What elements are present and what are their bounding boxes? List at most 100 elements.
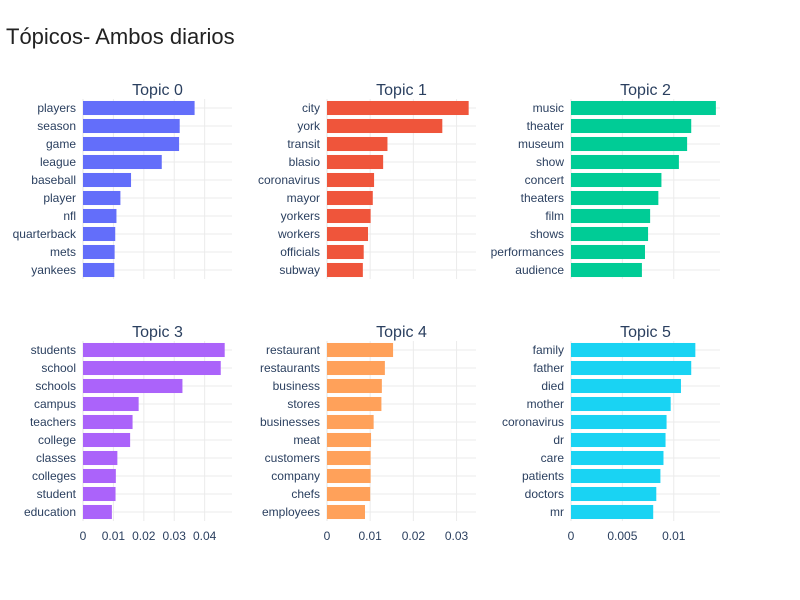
subplot-topic-2: Topic 2 music theater museum show concert thea… xyxy=(491,82,720,279)
category-label: yankees xyxy=(31,263,76,277)
page-title: Tópicos- Ambos diarios xyxy=(6,24,235,49)
category-label: patients xyxy=(522,469,564,483)
category-label: dr xyxy=(553,433,564,447)
category-label: mets xyxy=(50,245,76,259)
bar-restaurant xyxy=(327,342,394,358)
bar-season xyxy=(83,118,180,134)
bar-customers xyxy=(327,450,371,466)
category-label: family xyxy=(533,343,564,357)
bar-campus xyxy=(83,396,139,412)
x-tick-label: 0.01 xyxy=(662,529,686,543)
category-label: yorkers xyxy=(281,209,320,223)
x-tick-label: 0 xyxy=(568,529,575,543)
bar-league xyxy=(83,154,162,170)
subplot-title: Topic 2 xyxy=(620,82,671,99)
bar-student xyxy=(83,486,116,502)
bar-performances xyxy=(571,244,645,260)
category-label: york xyxy=(297,119,321,133)
bar-teachers xyxy=(83,414,133,430)
category-label: schools xyxy=(35,379,76,393)
bar-workers xyxy=(327,226,369,242)
bar-classes xyxy=(83,450,118,466)
subplot-topic-0: Topic 0 players season game league baseball pl… xyxy=(13,82,232,279)
category-label: care xyxy=(541,451,565,465)
bar-city xyxy=(327,100,469,116)
category-label: stores xyxy=(287,397,320,411)
bar-employees xyxy=(327,504,366,520)
bar-school xyxy=(83,360,221,376)
bar-york xyxy=(327,118,443,134)
x-tick-label: 0 xyxy=(324,529,331,543)
category-label: businesses xyxy=(260,415,320,429)
category-label: customers xyxy=(265,451,320,465)
bar-nfl xyxy=(83,208,117,224)
bar-mr xyxy=(571,504,654,520)
bar-died xyxy=(571,378,681,394)
bar-yankees xyxy=(83,262,115,278)
subplot-title: Topic 0 xyxy=(132,82,183,99)
bar-music xyxy=(571,100,716,116)
category-label: died xyxy=(541,379,564,393)
category-label: meat xyxy=(293,433,320,447)
category-label: employees xyxy=(262,505,320,519)
category-label: theaters xyxy=(521,191,564,205)
category-label: students xyxy=(31,343,76,357)
x-tick-label: 0.01 xyxy=(359,529,383,543)
bar-shows xyxy=(571,226,649,242)
category-label: film xyxy=(545,209,564,223)
bar-mother xyxy=(571,396,671,412)
x-tick-label: 0.02 xyxy=(402,529,426,543)
category-label: nfl xyxy=(63,209,76,223)
bar-meat xyxy=(327,432,372,448)
bar-company xyxy=(327,468,371,484)
category-label: restaurants xyxy=(260,361,320,375)
category-label: mr xyxy=(550,505,564,519)
category-label: campus xyxy=(34,397,76,411)
bar-family xyxy=(571,342,696,358)
category-label: season xyxy=(37,119,76,133)
category-label: doctors xyxy=(525,487,564,501)
bar-theaters xyxy=(571,190,659,206)
bar-coronavirus xyxy=(327,172,375,188)
category-label: performances xyxy=(491,245,564,259)
category-label: show xyxy=(536,155,564,169)
category-label: workers xyxy=(277,227,320,241)
bar-transit xyxy=(327,136,388,152)
subplot-title: Topic 3 xyxy=(132,324,183,341)
category-label: transit xyxy=(287,137,320,151)
bar-audience xyxy=(571,262,642,278)
bar-museum xyxy=(571,136,688,152)
subplot-topic-3: Topic 3 students school schools campus teache… xyxy=(24,324,232,543)
bar-businesses xyxy=(327,414,374,430)
subplot-title: Topic 1 xyxy=(376,82,427,99)
category-label: colleges xyxy=(32,469,76,483)
category-label: restaurant xyxy=(266,343,321,357)
bar-college xyxy=(83,432,131,448)
bar-players xyxy=(83,100,195,116)
bar-patients xyxy=(571,468,661,484)
category-label: quarterback xyxy=(13,227,77,241)
category-label: player xyxy=(43,191,76,205)
category-label: blasio xyxy=(289,155,321,169)
bar-show xyxy=(571,154,679,170)
x-tick-label: 0.01 xyxy=(102,529,126,543)
category-label: college xyxy=(38,433,76,447)
bar-baseball xyxy=(83,172,132,188)
category-label: coronavirus xyxy=(502,415,564,429)
bar-colleges xyxy=(83,468,116,484)
bar-doctors xyxy=(571,486,657,502)
category-label: student xyxy=(37,487,77,501)
category-label: teachers xyxy=(30,415,76,429)
bar-chefs xyxy=(327,486,371,502)
x-tick-label: 0.005 xyxy=(607,529,637,543)
bar-concert xyxy=(571,172,662,188)
category-label: father xyxy=(533,361,564,375)
category-label: coronavirus xyxy=(258,173,320,187)
bar-blasio xyxy=(327,154,384,170)
x-tick-label: 0 xyxy=(80,529,87,543)
bar-quarterback xyxy=(83,226,116,242)
category-label: school xyxy=(41,361,76,375)
category-label: league xyxy=(40,155,76,169)
x-tick-label: 0.02 xyxy=(132,529,156,543)
